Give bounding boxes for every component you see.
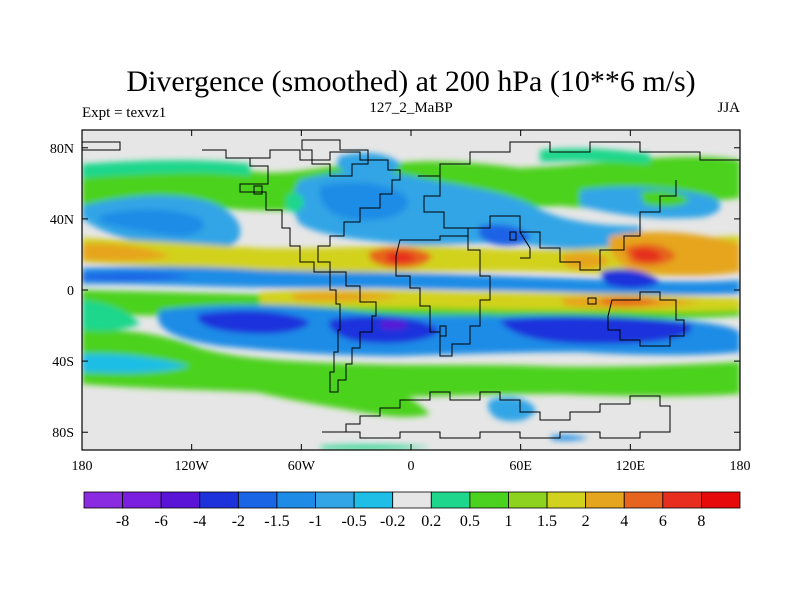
colorbar-label: -6 bbox=[155, 513, 168, 530]
subtitle-center: 127_2_MaBP bbox=[369, 100, 452, 116]
coastline-south-america bbox=[329, 271, 377, 393]
x-tick-label: 180 bbox=[72, 459, 93, 474]
fill-region-south-deep2 bbox=[328, 315, 440, 344]
coastline-greenland bbox=[301, 139, 369, 177]
coastline-eurasia bbox=[418, 141, 740, 271]
colorbar-label: -2 bbox=[232, 513, 245, 530]
x-tick-label: 120E bbox=[616, 459, 646, 474]
colorbar: -8 -6 -4 -2 -1.5 -1 -0.5 -0.2 0.2 0.5 1 1.5 2 4 6 8 bbox=[83, 491, 741, 530]
subtitle-right: JJA bbox=[717, 100, 740, 116]
colorbar-label: 1.5 bbox=[537, 513, 557, 530]
colorbar-swatch bbox=[701, 491, 741, 509]
colorbar-label: -8 bbox=[116, 513, 129, 530]
subtitle-left: Expt = texvz1 bbox=[82, 105, 166, 121]
fill-region-ne-green bbox=[640, 190, 690, 207]
fill-region-south-lightblue bbox=[82, 353, 190, 374]
y-tick-label: 0 bbox=[67, 284, 74, 299]
fill-region-southern-green-sliver bbox=[320, 444, 430, 450]
colorbar-swatch bbox=[469, 491, 509, 509]
fill-region-south-deep3 bbox=[500, 316, 692, 344]
colorbar-swatch bbox=[276, 491, 316, 509]
coastline-australia bbox=[607, 291, 685, 347]
colorbar-label: 0.5 bbox=[460, 513, 480, 530]
colorbar-swatch bbox=[83, 491, 123, 509]
fill-region-pacific-blue bbox=[100, 209, 204, 236]
fill-region-southern-ocean-green bbox=[230, 369, 430, 417]
fill-region-south-deepest bbox=[380, 319, 408, 330]
fill-region-equator-deep bbox=[82, 272, 190, 282]
colorbar-label: 4 bbox=[620, 513, 628, 530]
y-tick-label: 80N bbox=[50, 142, 74, 157]
y-tick-label: 40S bbox=[52, 355, 74, 370]
colorbar-swatch bbox=[623, 491, 664, 509]
x-tick-label: 60W bbox=[288, 459, 316, 474]
colorbar-swatch bbox=[122, 491, 162, 509]
colorbar-swatch bbox=[585, 491, 625, 509]
colorbar-label: -1 bbox=[309, 513, 322, 530]
colorbar-swatch bbox=[430, 491, 471, 509]
fill-region-wpac-deepred bbox=[632, 248, 662, 262]
colorbar-swatch bbox=[662, 491, 702, 509]
colorbar-label: 0.2 bbox=[421, 513, 441, 530]
x-tick-label: 180 bbox=[730, 459, 751, 474]
axis-ticks: 180 120W 60W 0 60E 120E 180 80N 40N 0 40S 80S bbox=[50, 130, 751, 474]
colorbar-swatch bbox=[199, 491, 239, 509]
fill-region-south-deep1 bbox=[197, 310, 310, 334]
fill-region-greenland-blue bbox=[337, 152, 400, 176]
y-tick-label: 40N bbox=[50, 213, 74, 228]
fill-region-north-lightgreen bbox=[82, 160, 250, 178]
fill-region-south-lightgreen bbox=[82, 300, 140, 332]
fill-region-wpac-deepblue bbox=[600, 269, 660, 289]
chart-title: Divergence (smoothed) at 200 hPa (10**6 … bbox=[126, 65, 695, 98]
colorbar-label: -0.5 bbox=[341, 513, 366, 530]
colorbar-label: -0.2 bbox=[380, 513, 405, 530]
fill-region-asia-orange bbox=[560, 252, 610, 270]
x-tick-label: 120W bbox=[175, 459, 210, 474]
x-tick-label: 0 bbox=[408, 459, 415, 474]
contour-fills bbox=[82, 148, 740, 450]
fill-region-equator-blue bbox=[82, 266, 740, 295]
fill-region-eurasia-deep bbox=[319, 182, 409, 221]
colorbar-label: 8 bbox=[697, 513, 705, 530]
colorbar-label: -1.5 bbox=[264, 513, 289, 530]
colorbar-swatch bbox=[508, 491, 548, 509]
fill-region-atlantic-orange bbox=[82, 243, 170, 262]
colorbar-label: 1 bbox=[504, 513, 512, 530]
coastline-north-america bbox=[202, 149, 401, 273]
y-tick-label: 80S bbox=[52, 426, 74, 441]
colorbar-swatch bbox=[392, 491, 432, 509]
fill-region-tibet-blue bbox=[478, 224, 530, 246]
fill-region-na-green bbox=[286, 193, 304, 213]
coastlines bbox=[82, 139, 740, 439]
coastline-antarctica bbox=[322, 391, 671, 439]
x-tick-label: 60E bbox=[509, 459, 532, 474]
colorbar-swatch bbox=[315, 491, 355, 509]
coastline-africa bbox=[395, 235, 491, 357]
fill-region-southsub-orange bbox=[290, 291, 400, 302]
fill-region-southern-ocean-blue bbox=[488, 397, 536, 422]
coastline-islands bbox=[82, 141, 597, 337]
fill-region-africa-red2 bbox=[386, 251, 416, 264]
colorbar-swatch bbox=[160, 491, 201, 509]
colorbar-swatch bbox=[353, 491, 394, 509]
colorbar-label: 2 bbox=[582, 513, 590, 530]
colorbar-label: -4 bbox=[193, 513, 206, 530]
colorbar-label: 6 bbox=[659, 513, 667, 530]
colorbar-swatch bbox=[546, 491, 587, 509]
map-plot-area bbox=[82, 130, 740, 450]
colorbar-swatch bbox=[237, 491, 278, 509]
